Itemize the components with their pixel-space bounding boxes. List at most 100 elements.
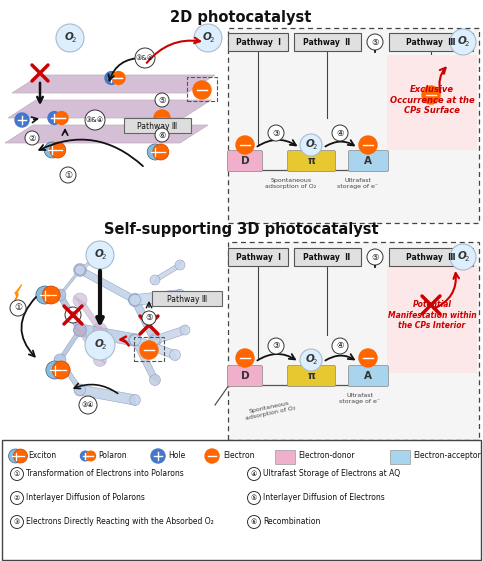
Text: ①: ① [14,471,20,477]
Circle shape [85,110,105,130]
Polygon shape [12,284,22,306]
Circle shape [42,286,60,304]
Text: Ultrafast Storage of Electrons at AQ: Ultrafast Storage of Electrons at AQ [263,470,400,479]
Circle shape [73,324,86,337]
Text: ②: ② [28,134,36,142]
Circle shape [86,241,114,269]
FancyBboxPatch shape [2,440,481,560]
Text: Pathway  Ⅲ: Pathway Ⅲ [406,252,456,261]
Circle shape [74,324,86,336]
Text: Interlayer Diffusion of Polarons: Interlayer Diffusion of Polarons [26,494,145,503]
Circle shape [155,93,169,107]
Text: Electrons Directly Reacting with the Absorbed O₂: Electrons Directly Reacting with the Abs… [26,517,214,527]
Circle shape [93,323,107,337]
Polygon shape [12,498,22,519]
Circle shape [73,324,86,337]
Circle shape [65,307,81,323]
Text: O: O [95,339,103,349]
Circle shape [247,467,260,481]
Polygon shape [74,296,106,334]
Polygon shape [55,292,85,333]
Circle shape [151,449,165,463]
Polygon shape [77,251,103,274]
Text: D: D [241,371,249,381]
Text: O: O [65,32,73,42]
Circle shape [74,384,86,396]
Polygon shape [8,100,211,118]
Polygon shape [56,327,85,363]
Text: 2: 2 [102,254,106,260]
FancyBboxPatch shape [387,265,477,373]
Circle shape [46,361,64,379]
Polygon shape [134,289,181,306]
Text: Exciton: Exciton [28,452,56,461]
Circle shape [300,349,322,371]
Text: 2D photocatalyst: 2D photocatalyst [170,10,312,25]
FancyBboxPatch shape [387,55,477,150]
FancyBboxPatch shape [390,450,410,464]
Polygon shape [13,499,20,516]
Circle shape [194,24,222,52]
Circle shape [170,350,181,361]
Text: Pathway Ⅲ: Pathway Ⅲ [167,295,207,304]
Circle shape [25,131,39,145]
Circle shape [147,144,163,160]
Text: ③: ③ [272,342,280,351]
Text: Interlayer Diffusion of Electrons: Interlayer Diffusion of Electrons [263,494,385,503]
Polygon shape [55,357,85,393]
Circle shape [95,250,105,260]
Circle shape [450,29,476,55]
FancyBboxPatch shape [389,33,473,51]
Text: ⑥: ⑥ [158,131,166,140]
Polygon shape [5,125,208,143]
Text: Electron-donor: Electron-donor [298,452,355,461]
Text: ②: ② [69,310,77,320]
Circle shape [105,72,118,84]
Text: Ultrafast
storage of e⁻: Ultrafast storage of e⁻ [338,178,379,189]
Circle shape [236,136,254,154]
Circle shape [79,396,97,414]
Circle shape [268,338,284,354]
Text: 2: 2 [102,344,106,350]
Circle shape [44,142,60,158]
Circle shape [205,449,219,463]
Circle shape [174,289,185,301]
Text: π: π [307,156,315,166]
FancyBboxPatch shape [228,248,288,266]
Polygon shape [79,385,136,406]
FancyBboxPatch shape [228,242,479,440]
Text: Pathway  Ⅰ: Pathway Ⅰ [236,38,281,47]
Circle shape [55,112,68,125]
Circle shape [140,341,158,359]
Polygon shape [13,286,20,304]
Text: ②: ② [14,495,20,501]
Circle shape [129,394,141,406]
FancyBboxPatch shape [228,28,479,223]
Polygon shape [5,125,208,143]
Circle shape [48,112,61,125]
Circle shape [359,349,377,367]
Text: Electron-acceptor: Electron-acceptor [413,452,481,461]
Circle shape [128,293,142,306]
Circle shape [52,361,70,379]
Polygon shape [130,338,160,383]
Text: ③&④: ③&④ [86,117,104,123]
Circle shape [74,324,85,335]
Text: Recombination: Recombination [263,517,320,527]
Text: Exclusive
Occurrence at the
CPs Surface: Exclusive Occurrence at the CPs Surface [390,85,474,115]
Text: Potential
Manifestation within
the CPs Interior: Potential Manifestation within the CPs I… [388,300,476,330]
Text: ⑤: ⑤ [158,95,166,104]
Circle shape [74,264,85,275]
Text: Spontaneous
adsorption of O₂: Spontaneous adsorption of O₂ [244,400,296,421]
Text: π: π [307,371,315,381]
FancyBboxPatch shape [349,150,388,172]
Circle shape [129,334,141,346]
Polygon shape [129,297,161,343]
Text: ①: ① [64,171,72,180]
Text: Pathway Ⅲ: Pathway Ⅲ [137,122,177,131]
Circle shape [60,167,76,183]
Polygon shape [79,324,136,346]
Circle shape [15,113,29,127]
Circle shape [75,265,85,275]
Circle shape [180,325,190,335]
